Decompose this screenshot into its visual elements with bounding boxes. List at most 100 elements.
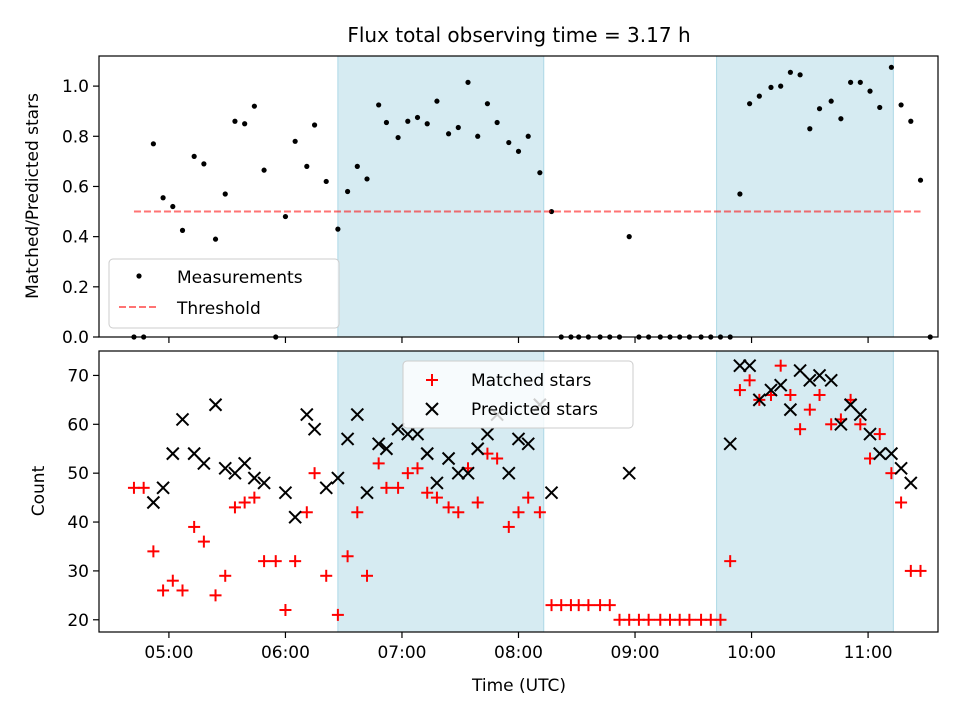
matched-stars-point [452, 506, 465, 519]
matched-stars-point [137, 481, 150, 494]
matched-stars-point [411, 462, 424, 475]
x-tick-label: 08:00 [494, 643, 543, 663]
measurement-point [201, 161, 207, 167]
matched-stars-point [331, 608, 344, 621]
matched-stars-point [642, 613, 655, 626]
measurement-point [537, 170, 543, 176]
top-y-ticks: 0.0 0.2 0.4 0.6 0.8 1.0 [62, 77, 99, 348]
measurement-point [395, 134, 401, 141]
measurement-point [261, 167, 267, 173]
measurement-point [888, 64, 894, 70]
measurement-point [191, 153, 197, 159]
matched-stars-point [289, 555, 302, 568]
matched-stars-point [248, 491, 261, 504]
measurement-point [292, 138, 298, 144]
predicted-stars-point [803, 373, 817, 388]
measurement-point [344, 188, 351, 195]
x-tick-label: 11:00 [844, 643, 893, 663]
measurement-point [857, 79, 863, 85]
measurement-point [548, 208, 555, 215]
measurement-point [455, 124, 461, 131]
measurement-point [445, 131, 452, 137]
matched-stars-point [392, 481, 405, 494]
matched-stars-point [895, 496, 908, 509]
matched-stars-point [176, 584, 189, 597]
shaded-interval [716, 55, 894, 338]
top-axes: 0.0 0.2 0.4 0.6 0.8 1.0 Matched/Predicted sta… [23, 55, 939, 348]
matched-stars-point [854, 418, 867, 431]
matched-stars-point [774, 359, 787, 372]
matched-stars-point [512, 506, 525, 519]
matched-stars-point [320, 569, 333, 582]
y-tick-label: 0.6 [62, 177, 89, 197]
matched-stars-point [361, 569, 374, 582]
measurement-point [242, 121, 248, 127]
measurement-point [311, 122, 318, 128]
y-tick-label: 20 [67, 611, 89, 631]
predicted-stars-point [410, 427, 425, 441]
shaded-interval [337, 55, 545, 338]
predicted-stars-point [853, 407, 868, 422]
predicted-stars-point [166, 446, 180, 461]
measurement-point [768, 84, 774, 90]
matched-stars-point [380, 481, 393, 494]
matched-stars-point [188, 520, 201, 533]
predicted-stars-point [441, 451, 456, 466]
measurement-point [747, 101, 753, 107]
matched-stars-point [341, 550, 354, 563]
matched-stars-point [471, 496, 484, 509]
predicted-stars-point [257, 476, 271, 490]
measurement-point [414, 114, 421, 121]
predicted-stars-point [863, 427, 877, 441]
predicted-stars-point [300, 407, 314, 422]
matched-stars-point [219, 569, 232, 582]
predicted-stars-point [307, 422, 322, 436]
matched-stars-point [279, 604, 292, 617]
matched-stars-point [491, 452, 504, 465]
measurement-point [251, 103, 257, 109]
figure-title: Flux total observing time = 3.17 h [347, 23, 690, 47]
predicted-stars-point [544, 486, 559, 500]
measurement-point [282, 213, 289, 220]
y-tick-label: 30 [67, 562, 89, 582]
measurement-point [212, 236, 219, 242]
x-tick-label: 10:00 [727, 643, 776, 663]
predicted-stars-point [208, 398, 223, 412]
measurement-point [525, 133, 531, 139]
predicted-stars-point [480, 427, 495, 441]
matched-stars-point [582, 599, 595, 612]
measurement-point [434, 98, 440, 104]
bottom-axes: 20 30 40 50 60 70 05:00 06:00 07:00 08:00 09:00 10… [29, 350, 939, 696]
measurement-point [908, 118, 914, 124]
measurement-point [917, 177, 924, 183]
legend-measurements-label: Measurements [177, 268, 303, 288]
matched-stars-point [209, 589, 222, 602]
legend-threshold-label: Threshold [176, 299, 261, 319]
measurement-point [877, 104, 883, 111]
matched-stars-point [784, 388, 797, 401]
matched-stars-point [308, 467, 321, 480]
measurement-point [494, 119, 500, 126]
predicted-stars-point [733, 358, 747, 373]
measurement-point [179, 227, 186, 233]
measurement-point [150, 141, 156, 147]
matched-stars-point [914, 564, 927, 577]
matched-stars-point [238, 496, 251, 509]
shaded-interval [716, 350, 894, 633]
measurement-point [323, 178, 329, 185]
legend-matched-label: Matched stars [471, 371, 591, 391]
x-tick-label: 09:00 [611, 643, 660, 663]
predicted-stars-point [873, 446, 887, 461]
top-legend-box [108, 258, 340, 329]
measurement-point [816, 106, 823, 112]
predicted-stars-point [331, 471, 345, 485]
y-tick-label: 60 [67, 415, 89, 435]
matched-stars-point [502, 520, 515, 533]
x-axis-label: Time (UTC) [471, 676, 566, 696]
predicted-stars-point [723, 437, 737, 451]
matched-stars-point [421, 486, 434, 499]
matched-stars-point [794, 423, 807, 436]
matched-stars-point [157, 584, 170, 597]
matched-stars-point [442, 501, 455, 514]
